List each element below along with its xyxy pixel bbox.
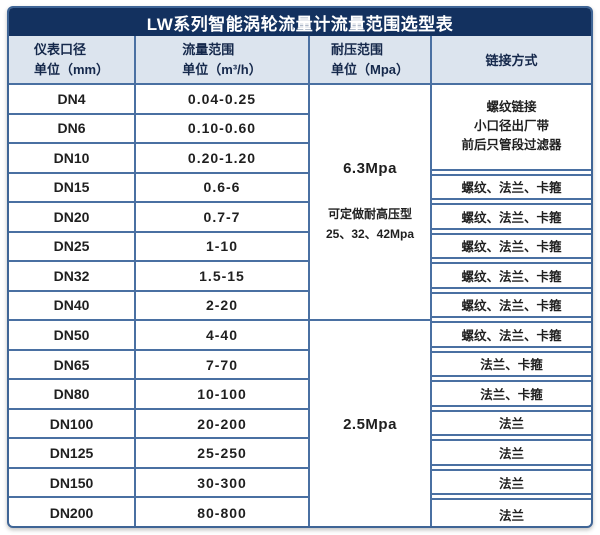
dn-cell: DN32 [9,262,134,292]
pressure-note: 可定做耐高压型 25、32、42Mpa [326,205,414,243]
link-cell: 螺纹、法兰、卡箍 [432,232,591,260]
flow-cell: 7-70 [136,351,308,381]
link-cell: 法兰 [432,439,591,466]
flow-cell: 10-100 [136,380,308,410]
flow-cell: 2-20 [136,292,308,322]
link-line: 前后只管段过滤器 [461,138,562,153]
link-cell: 法兰、卡箍 [432,380,591,407]
link-cell: 法兰 [432,409,591,437]
link-line: 螺纹链接 [486,99,537,114]
dn-cell: DN40 [9,292,134,322]
flow-cell: 25-250 [136,439,308,469]
flow-cell: 1-10 [136,233,308,263]
dn-column: DN4 DN6 DN10 DN15 DN20 DN25 DN32 DN40 DN… [9,85,136,526]
flow-cell: 0.20-1.20 [136,144,308,174]
header-dn-column: 仪表口径 单位（mm） [9,36,136,83]
flow-cell: 0.04-0.25 [136,85,308,115]
header-link-label: 链接方式 [485,53,538,68]
header-flow-line2: 单位（m³/h） [182,61,262,77]
link-cell: 法兰 [432,468,591,496]
link-line: 小口径出厂带 [473,119,549,134]
header-link-column: 链接方式 [432,36,591,83]
flow-cell: 0.6-6 [136,174,308,204]
flow-cell: 0.10-0.60 [136,115,308,145]
link-cell: 法兰 [432,498,591,526]
dn-cell: DN20 [9,203,134,233]
link-cell: 螺纹、法兰、卡箍 [432,173,591,201]
flow-cell: 20-200 [136,410,308,440]
pressure-cell-group1: 6.3Mpa 可定做耐高压型 25、32、42Mpa [310,85,430,322]
link-cell: 螺纹、法兰、卡箍 [432,291,591,319]
selection-table-card: LW系列智能涡轮流量计流量范围选型表 仪表口径 单位（mm） 流量范围 单位（m… [7,6,593,528]
table-body: DN4 DN6 DN10 DN15 DN20 DN25 DN32 DN40 DN… [9,85,591,526]
header-pressure-line1: 耐压范围 [330,42,383,57]
pressure-note-line2: 25、32、42Mpa [325,226,415,241]
header-pressure-column: 耐压范围 单位（Mpa） [310,36,432,83]
pressure-note-line1: 可定做耐高压型 [327,207,412,222]
pressure-column: 6.3Mpa 可定做耐高压型 25、32、42Mpa 2.5Mpa [310,85,432,526]
dn-cell: DN25 [9,233,134,263]
link-cell: 螺纹、法兰、卡箍 [432,203,591,230]
flow-cell: 0.7-7 [136,203,308,233]
link-cell: 螺纹、法兰、卡箍 [432,321,591,348]
link-cell: 螺纹、法兰、卡箍 [432,262,591,289]
dn-cell: DN4 [9,85,134,115]
dn-cell: DN150 [9,469,134,499]
flow-column: 0.04-0.25 0.10-0.60 0.20-1.20 0.6-6 0.7-… [136,85,310,526]
flow-cell: 30-300 [136,469,308,499]
dn-cell: DN80 [9,380,134,410]
page-title: LW系列智能涡轮流量计流量范围选型表 [9,8,591,36]
link-cell: 法兰、卡箍 [432,350,591,378]
flow-cell: 4-40 [136,321,308,351]
pressure-cell-group2: 2.5Mpa [310,321,430,526]
pressure-value: 6.3Mpa [343,160,397,178]
dn-cell: DN50 [9,321,134,351]
flow-cell: 1.5-15 [136,262,308,292]
dn-cell: DN125 [9,439,134,469]
dn-cell: DN6 [9,115,134,145]
pressure-value: 2.5Mpa [343,416,397,434]
link-column: 螺纹链接 小口径出厂带 前后只管段过滤器 螺纹、法兰、卡箍 螺纹、法兰、卡箍 螺… [432,85,591,526]
dn-cell: DN100 [9,410,134,440]
dn-cell: DN200 [49,505,94,522]
header-dn-line1: 仪表口径 [33,42,86,57]
dn-cell: DN15 [9,174,134,204]
header-pressure-line2: 单位（Mpa） [330,61,409,77]
header-flow-line1: 流量范围 [182,42,235,57]
flow-cell: 80-800 [197,505,247,522]
dn-cell: DN65 [9,351,134,381]
header-dn-line2: 单位（mm） [33,61,110,77]
link-cell: 螺纹链接 小口径出厂带 前后只管段过滤器 [432,85,591,171]
dn-cell: DN10 [9,144,134,174]
header-flow-column: 流量范围 单位（m³/h） [136,36,310,83]
table-header: 仪表口径 单位（mm） 流量范围 单位（m³/h） 耐压范围 单位（Mpa） 链… [9,36,591,85]
